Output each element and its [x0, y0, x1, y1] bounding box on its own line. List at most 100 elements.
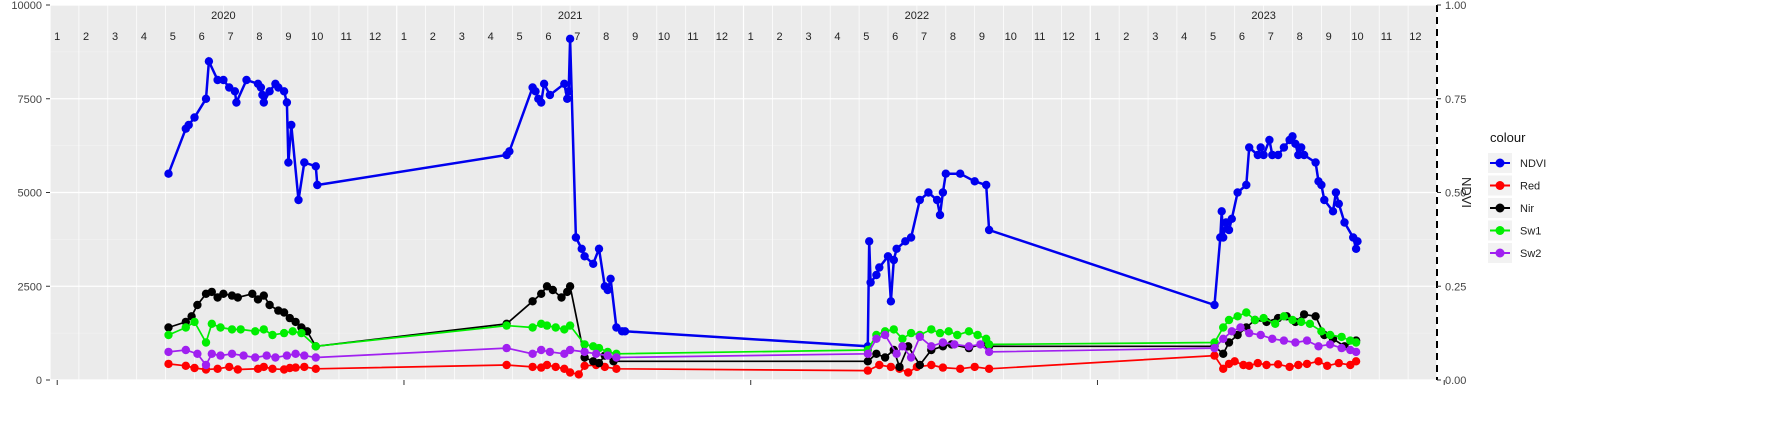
data-point-sw2: [1279, 336, 1289, 345]
data-point-sw1: [251, 327, 260, 336]
data-point-nir: [915, 360, 924, 370]
month-label: 12: [716, 31, 728, 43]
month-label: 2: [777, 31, 783, 43]
data-point-ndvi: [1317, 180, 1326, 190]
data-point-sw2: [1351, 347, 1361, 357]
data-point-ndvi: [1297, 143, 1306, 152]
data-point-ndvi: [1233, 188, 1242, 197]
data-point-ndvi: [256, 83, 266, 92]
data-point-ndvi: [311, 162, 320, 171]
data-point-nir: [904, 342, 913, 351]
month-label: 5: [516, 31, 522, 43]
data-point-red: [502, 360, 511, 370]
data-point-sw1: [216, 323, 225, 332]
data-point-sw2: [537, 345, 546, 355]
data-point-sw1: [580, 340, 589, 349]
data-point-sw1: [551, 323, 560, 332]
data-point-ndvi: [1320, 195, 1329, 205]
data-point-ndvi: [1328, 207, 1338, 216]
data-point-ndvi: [287, 120, 296, 130]
data-point-sw2: [227, 349, 237, 358]
data-point-ndvi: [924, 188, 933, 197]
data-point-sw1: [1317, 327, 1326, 336]
data-point-ndvi: [204, 57, 214, 66]
data-point-ndvi: [571, 233, 581, 242]
data-point-red: [984, 364, 994, 373]
data-point-red: [875, 360, 884, 370]
month-label: 7: [228, 31, 234, 43]
data-point-ndvi: [1265, 135, 1274, 145]
month-label: 12: [1062, 31, 1074, 43]
data-point-sw1: [984, 340, 994, 349]
data-point-ndvi: [1273, 150, 1283, 160]
data-point-ndvi: [594, 244, 604, 253]
data-point-sw2: [311, 353, 320, 362]
data-point-ndvi: [1311, 158, 1320, 167]
data-point-sw2: [938, 338, 948, 347]
data-point-sw2: [164, 347, 173, 357]
data-point-ndvi: [1334, 199, 1344, 208]
year-label: 2020: [211, 10, 235, 22]
data-point-sw2: [271, 353, 280, 362]
legend-key-point: [1495, 226, 1505, 235]
month-label: 3: [805, 31, 811, 43]
month-label: 5: [1210, 31, 1216, 43]
data-point-nir: [548, 285, 557, 295]
data-point-ndvi: [889, 255, 898, 265]
data-point-nir: [863, 357, 872, 366]
data-point-ndvi: [563, 94, 572, 104]
data-point-ndvi: [603, 285, 612, 295]
data-point-red: [1230, 357, 1239, 366]
data-point-sw2: [1268, 334, 1277, 343]
month-label: 4: [1181, 31, 1187, 43]
data-point-ndvi: [1299, 150, 1309, 160]
data-point-sw1: [181, 323, 190, 332]
data-point-sw1: [279, 328, 289, 338]
data-point-red: [565, 368, 575, 377]
data-point-sw1: [502, 321, 511, 330]
data-point-sw1: [528, 323, 537, 332]
data-point-ndvi: [1294, 150, 1303, 160]
data-point-sw2: [193, 349, 202, 358]
data-point-red: [190, 363, 199, 373]
month-label: 8: [256, 31, 262, 43]
data-point-ndvi: [906, 233, 916, 242]
data-point-sw2: [216, 351, 225, 360]
month-label: 4: [834, 31, 840, 43]
data-point-sw2: [1219, 334, 1228, 343]
data-point-ndvi: [1245, 143, 1254, 152]
data-point-ndvi: [892, 244, 901, 253]
month-label: 9: [979, 31, 985, 43]
data-point-sw2: [872, 334, 881, 343]
data-point-red: [938, 363, 948, 372]
data-point-sw1: [259, 325, 268, 334]
month-label: 10: [1351, 31, 1363, 43]
data-point-nir: [565, 282, 575, 291]
data-point-sw1: [964, 327, 974, 336]
data-point-red: [164, 359, 173, 369]
data-point-sw2: [502, 343, 511, 353]
data-point-sw2: [880, 330, 890, 340]
data-point-ndvi: [1227, 214, 1237, 223]
year-label: 2021: [558, 10, 582, 22]
data-point-red: [1323, 361, 1332, 370]
data-point-sw2: [1291, 338, 1300, 347]
data-point-red: [233, 365, 242, 374]
data-point-ndvi: [279, 87, 289, 96]
month-label: 5: [863, 31, 869, 43]
data-point-sw2: [201, 360, 211, 370]
data-point-sw2: [580, 347, 589, 357]
month-label: 10: [1005, 31, 1017, 43]
data-point-sw2: [262, 351, 271, 360]
data-point-sw1: [1242, 308, 1251, 317]
data-point-ndvi: [970, 177, 979, 186]
data-point-ndvi: [1340, 218, 1349, 227]
data-point-red: [1302, 359, 1312, 369]
data-point-sw1: [236, 325, 245, 334]
data-point-red: [904, 368, 913, 377]
data-point-ndvi: [1217, 207, 1226, 216]
data-point-ndvi: [282, 98, 292, 107]
y2-tick-label: 0.00: [1445, 375, 1466, 387]
data-point-red: [225, 362, 234, 372]
